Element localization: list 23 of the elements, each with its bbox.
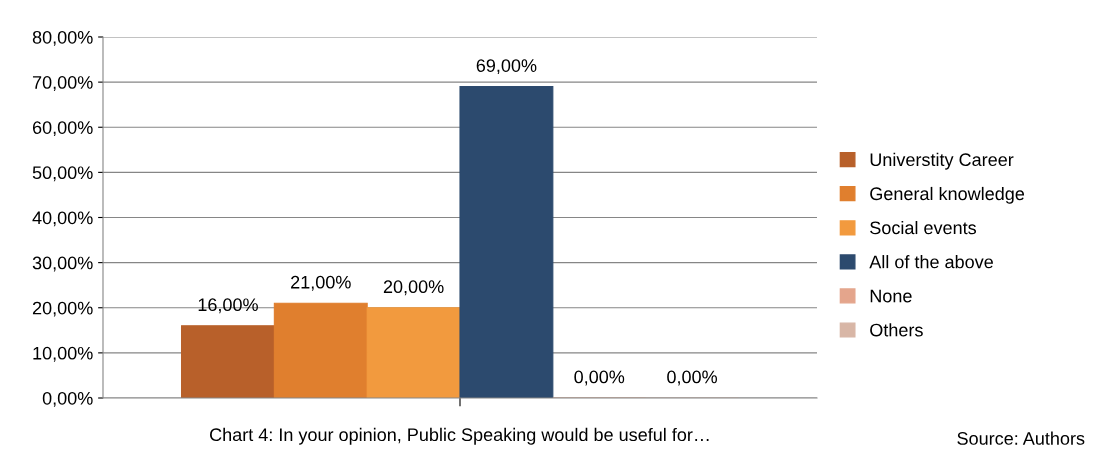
- legend-label: Others: [870, 323, 923, 337]
- y-tick-label: 50,00%: [32, 166, 93, 182]
- data-label: 16,00%: [198, 298, 258, 314]
- legend-label: General knowledge: [870, 186, 1025, 204]
- y-tick-label: 40,00%: [32, 211, 93, 227]
- y-tick-label: 70,00%: [32, 76, 93, 91]
- y-tick-label: 20,00%: [32, 301, 93, 317]
- legend-label: Social events: [870, 220, 977, 235]
- source-note: Source: Authors: [957, 431, 1085, 445]
- y-tick-label: 60,00%: [32, 121, 93, 137]
- data-label: 0,00%: [574, 370, 625, 386]
- x-axis-title: Chart 4: In your opinion, Public Speaking would be useful for…: [210, 427, 709, 445]
- y-tick-label: 80,00%: [32, 30, 93, 46]
- data-label: 20,00%: [383, 280, 444, 296]
- y-tick-label: 10,00%: [33, 346, 93, 362]
- legend-label: Universtity Career: [870, 152, 1014, 170]
- data-label: 21,00%: [291, 275, 351, 291]
- legend-label: None: [870, 289, 912, 303]
- data-label: 0,00%: [667, 370, 718, 386]
- data-label: 69,00%: [476, 59, 537, 75]
- y-tick-label: 0,00%: [42, 391, 93, 407]
- legend-label: All of the above: [869, 255, 993, 269]
- y-tick-label: 30,00%: [32, 256, 93, 272]
